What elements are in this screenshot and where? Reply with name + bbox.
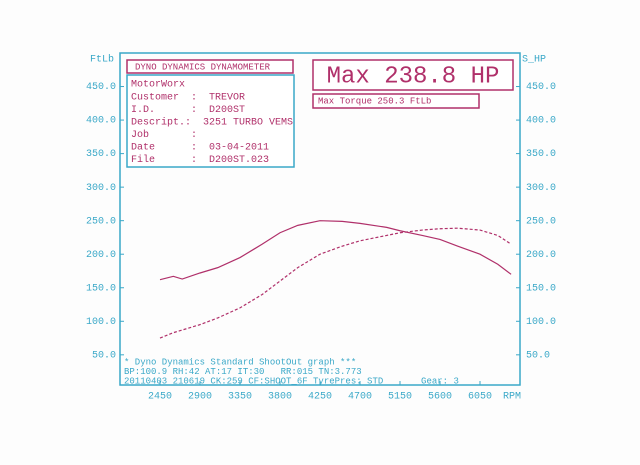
y-tick-label: 300.0 bbox=[86, 183, 116, 194]
y-tick-label: 400.0 bbox=[86, 116, 116, 127]
series-line bbox=[159, 220, 512, 281]
x-tick-label: 2900 bbox=[188, 392, 212, 403]
max-hp-box bbox=[312, 59, 514, 91]
x-tick-label: 6050 bbox=[468, 392, 492, 403]
x-tick-label: 4700 bbox=[348, 392, 372, 403]
y2-tick-label: 450.0 bbox=[526, 82, 556, 93]
y-tick-label: 350.0 bbox=[86, 149, 116, 160]
x-tick-label: 5600 bbox=[428, 392, 452, 403]
x-tick-label: 5150 bbox=[388, 392, 412, 403]
y-tick-label: 50.0 bbox=[92, 350, 116, 361]
info-row: Job : bbox=[131, 129, 197, 141]
y2-tick-label: 150.0 bbox=[526, 283, 556, 294]
x-axis-label: RPM bbox=[503, 392, 521, 403]
y-tick-label: 150.0 bbox=[86, 283, 116, 294]
y-axis-label: FtLb bbox=[90, 54, 114, 66]
x-tick-label: 2450 bbox=[148, 392, 172, 403]
info-row: Descript.: 3251 TURBO VEMS bbox=[131, 117, 293, 129]
y-tick-label: 450.0 bbox=[86, 82, 116, 93]
info-header-box bbox=[126, 59, 294, 74]
footer-line: 20110403 210619 CK:259 CF:SHOOT_6F TyreP… bbox=[124, 376, 459, 386]
y2-tick-label: 200.0 bbox=[526, 250, 556, 261]
footer-line: BP:100.9 RH:42 AT:17 IT:30 RR:015 TN:3.7… bbox=[124, 367, 362, 377]
y-tick-label: 200.0 bbox=[86, 250, 116, 261]
y2-tick-label: 400.0 bbox=[526, 116, 556, 127]
info-row: Customer : TREVOR bbox=[131, 93, 245, 104]
x-tick-label: 4250 bbox=[308, 392, 332, 403]
y-tick-label: 100.0 bbox=[86, 317, 116, 328]
max-torque-box bbox=[312, 93, 480, 109]
info-row: File : D200ST.023 bbox=[131, 154, 269, 166]
y2-tick-label: 100.0 bbox=[526, 317, 556, 328]
info-row: I.D. : D200ST bbox=[131, 105, 245, 116]
company: MotorWorx bbox=[131, 80, 185, 91]
info-box bbox=[126, 74, 295, 168]
x-tick-label: 3800 bbox=[268, 392, 292, 403]
y2-tick-label: 350.0 bbox=[526, 149, 556, 160]
y2-tick-label: 250.0 bbox=[526, 216, 556, 227]
info-row: Date : 03-04-2011 bbox=[131, 143, 269, 154]
series-line bbox=[159, 227, 512, 339]
y2-axis-label: S_HP bbox=[522, 55, 546, 66]
footer-line: * Dyno Dynamics Standard ShootOut graph … bbox=[124, 357, 356, 367]
x-tick-label: 3350 bbox=[228, 392, 252, 403]
max-torque: Max Torque 250.3 FtLb bbox=[318, 96, 431, 106]
y-tick-label: 250.0 bbox=[86, 216, 116, 227]
y2-tick-label: 50.0 bbox=[526, 350, 550, 361]
y2-tick-label: 300.0 bbox=[526, 183, 556, 194]
max-hp: Max 238.8 HP bbox=[327, 63, 500, 90]
info-header: DYNO DYNAMICS DYNAMOMETER bbox=[135, 62, 271, 72]
